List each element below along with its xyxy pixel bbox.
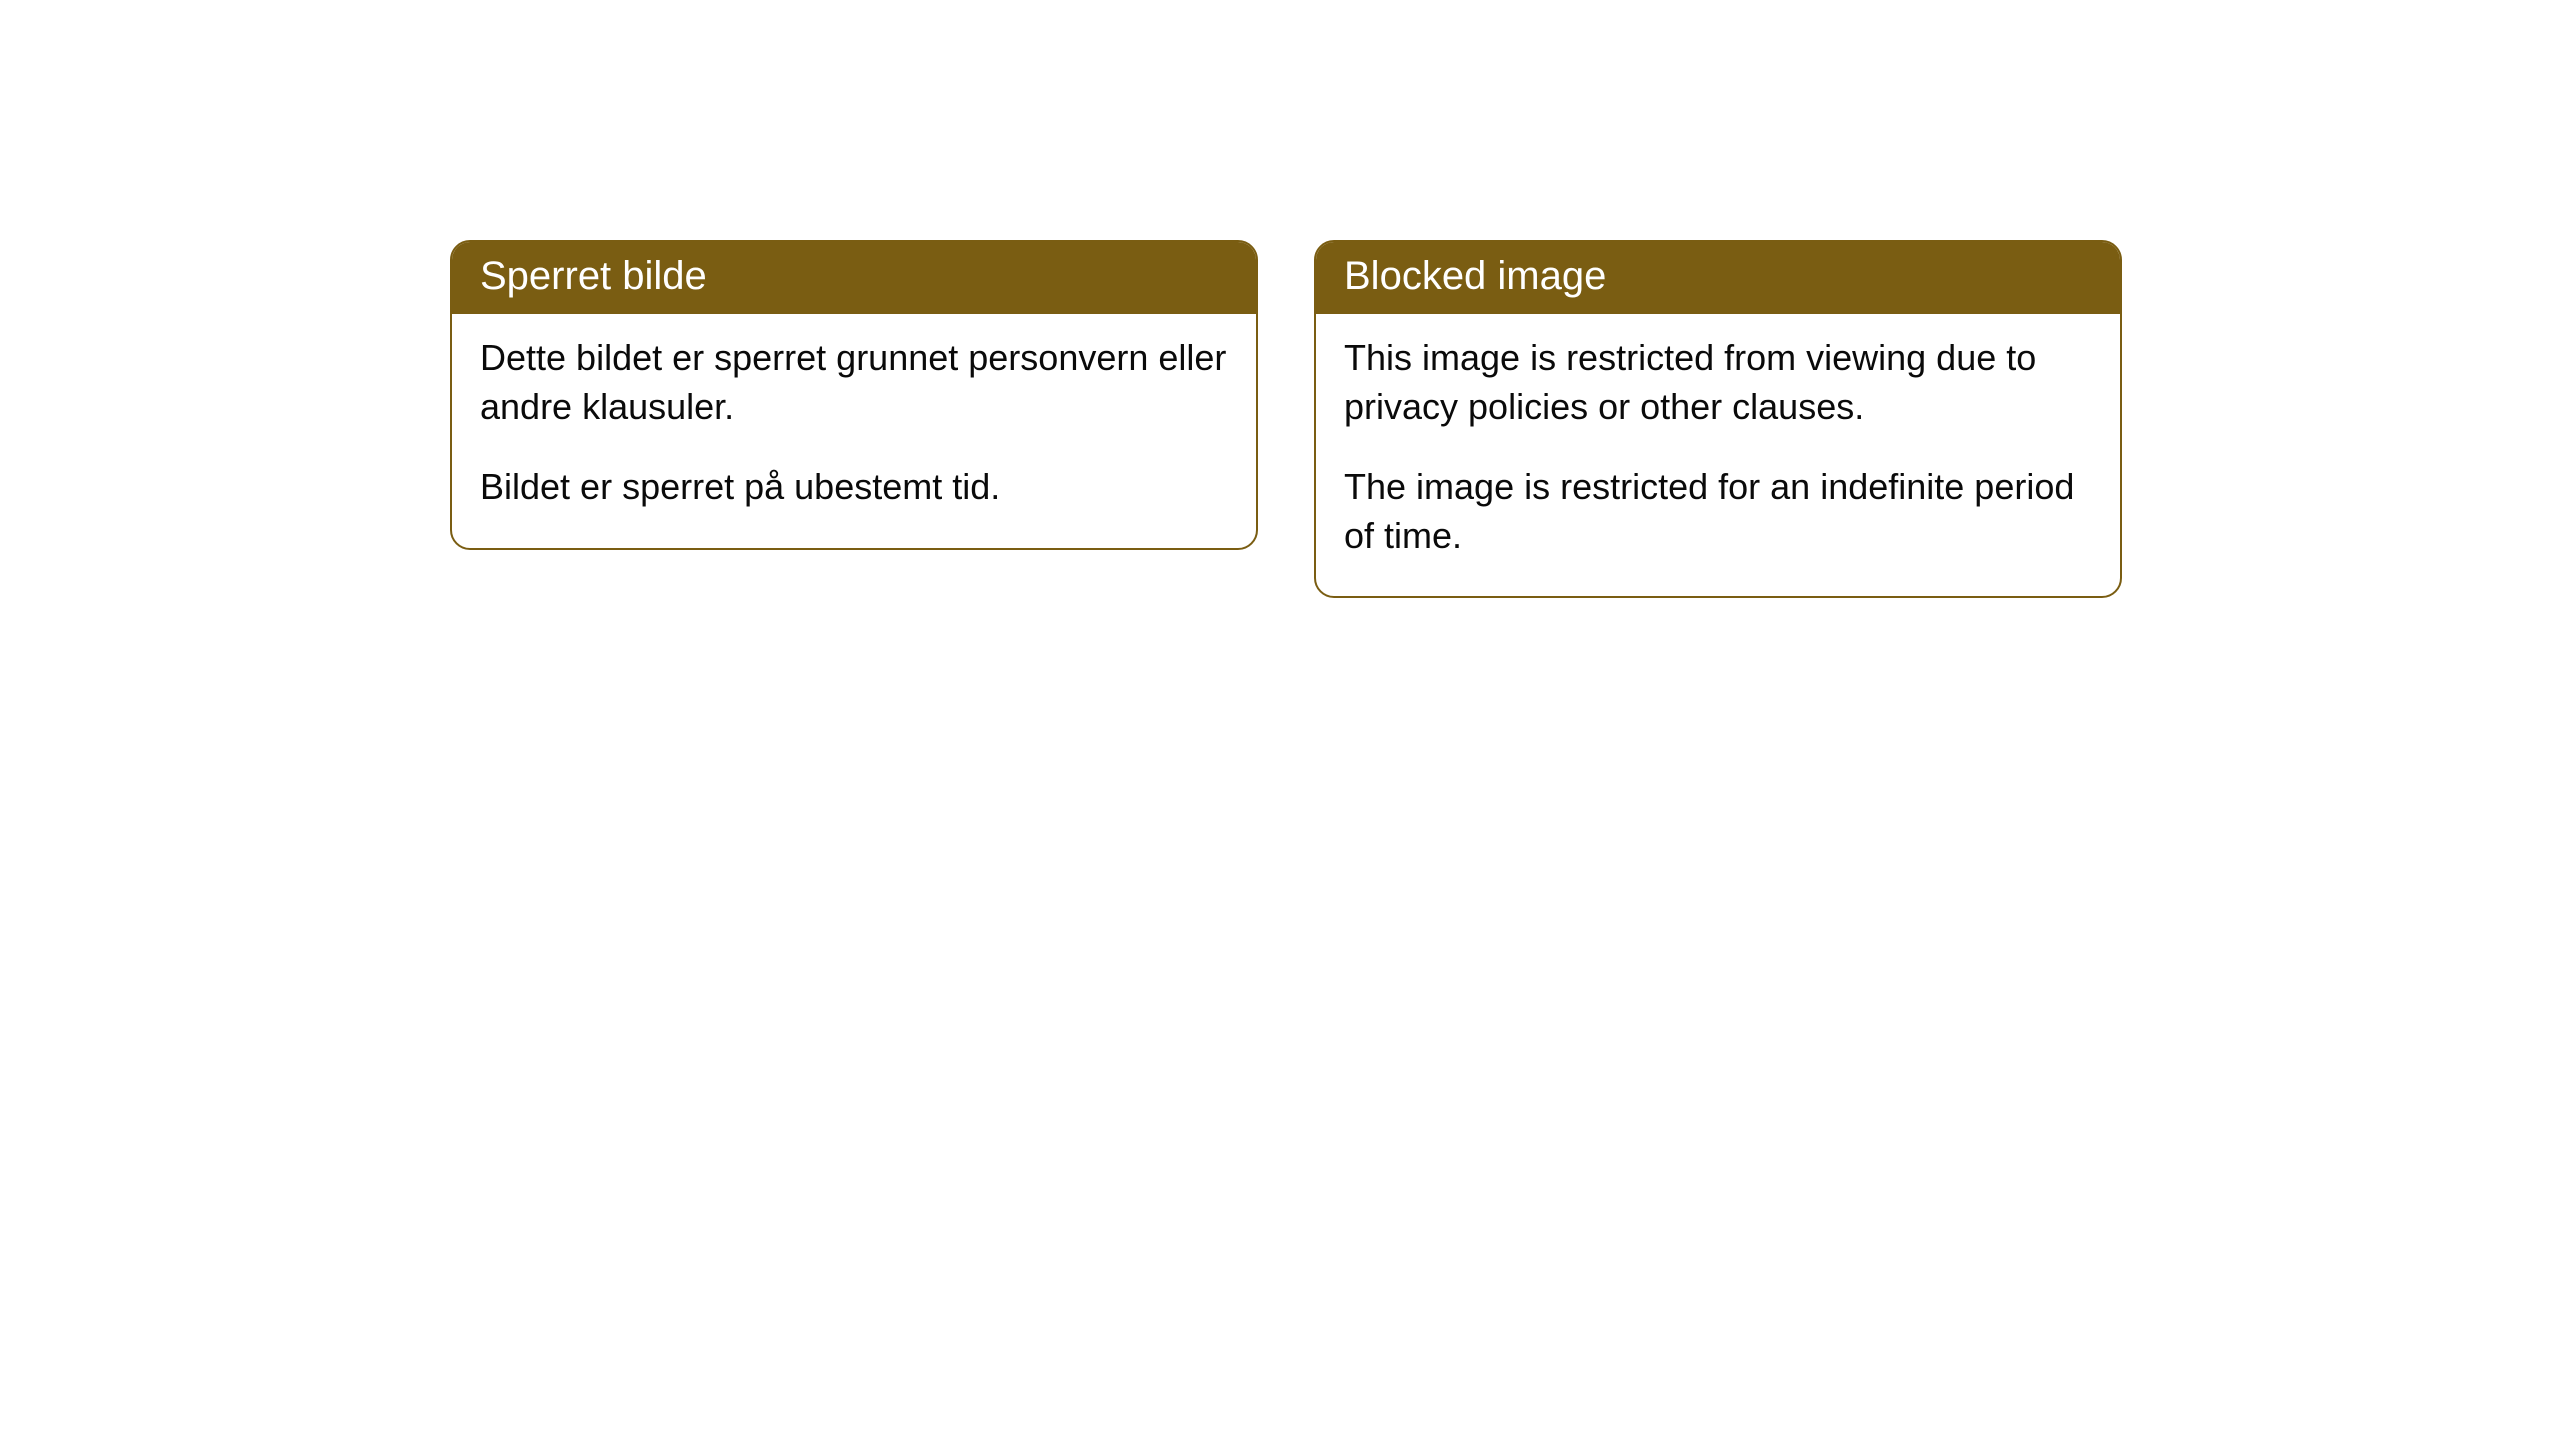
notice-title: Blocked image <box>1316 242 2120 314</box>
notice-paragraph: This image is restricted from viewing du… <box>1344 334 2092 431</box>
notice-body: Dette bildet er sperret grunnet personve… <box>452 314 1256 548</box>
blocked-image-notice-english: Blocked image This image is restricted f… <box>1314 240 2122 598</box>
notice-paragraph: The image is restricted for an indefinit… <box>1344 463 2092 560</box>
notice-paragraph: Dette bildet er sperret grunnet personve… <box>480 334 1228 431</box>
notice-body: This image is restricted from viewing du… <box>1316 314 2120 596</box>
notice-paragraph: Bildet er sperret på ubestemt tid. <box>480 463 1228 512</box>
notice-title: Sperret bilde <box>452 242 1256 314</box>
blocked-image-notice-norwegian: Sperret bilde Dette bildet er sperret gr… <box>450 240 1258 550</box>
